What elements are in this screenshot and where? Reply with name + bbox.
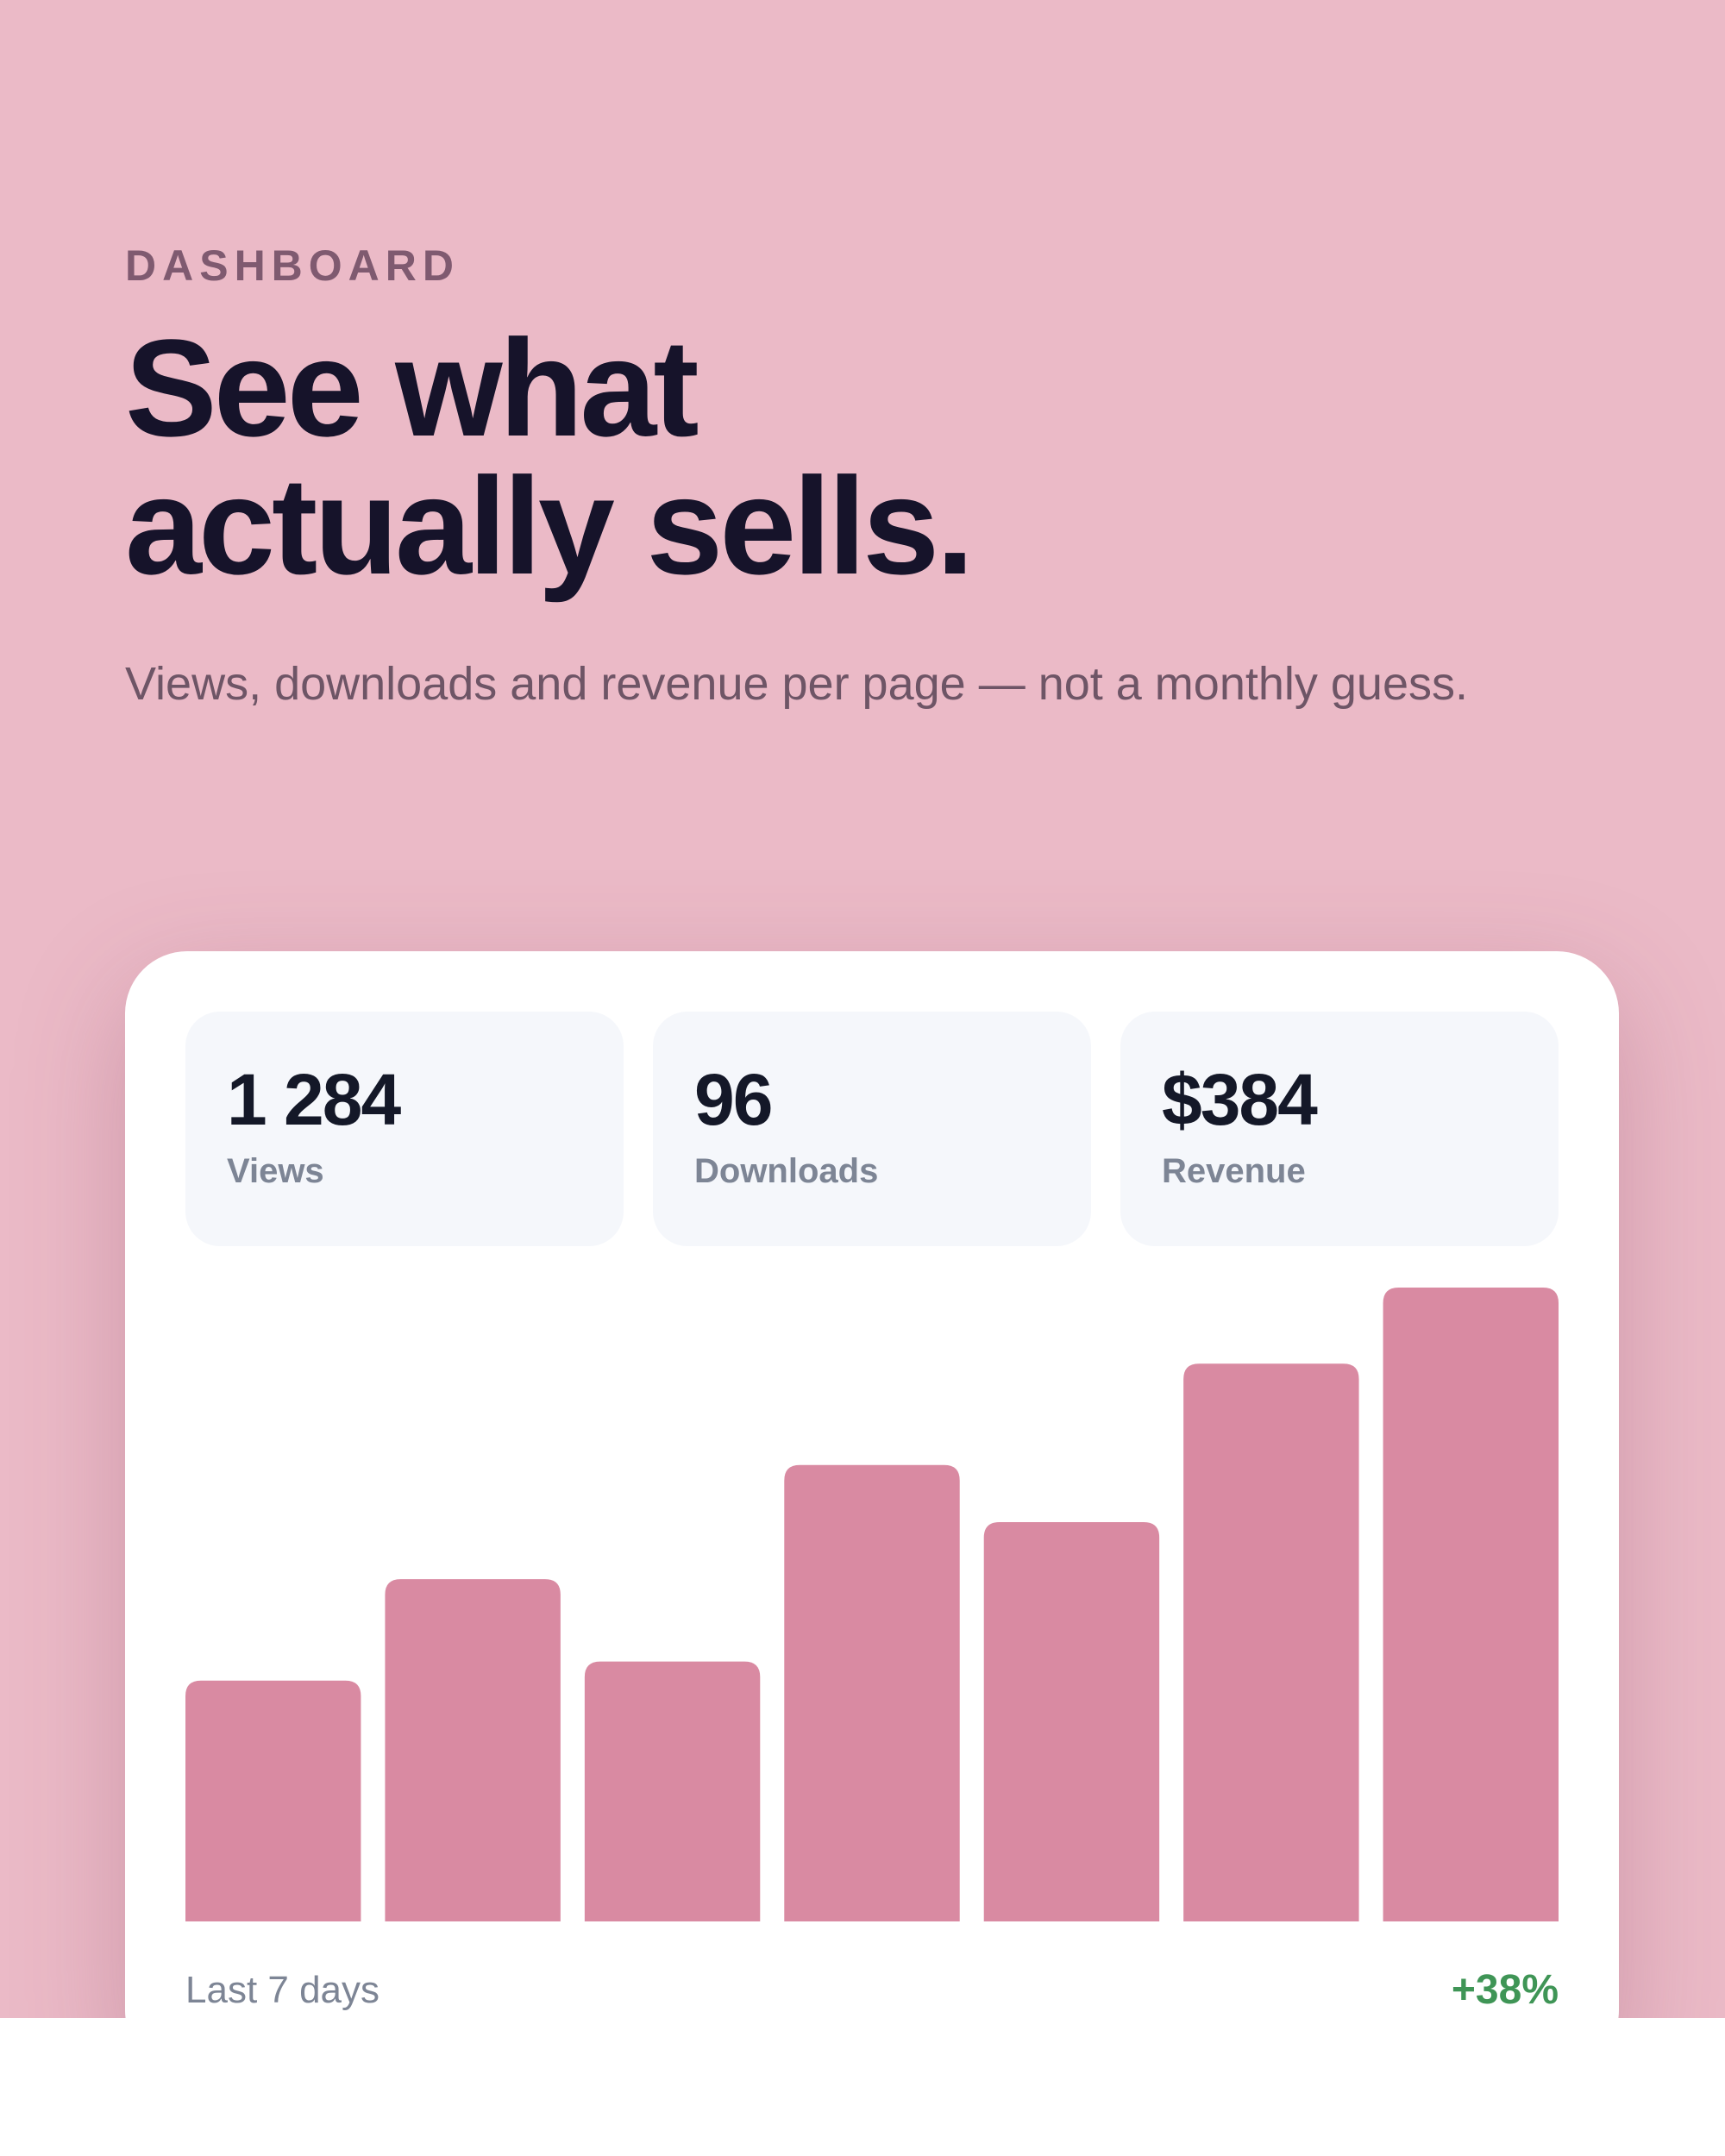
bar-chart — [185, 1288, 1559, 1921]
chart-bar-7 — [1383, 1288, 1559, 1921]
chart-bar-6 — [1183, 1363, 1359, 1921]
bar-chart-svg — [185, 1288, 1559, 1921]
chart-bar-3 — [584, 1661, 761, 1921]
dashboard-card: 1 284 Views 96 Downloads $384 Revenue La… — [125, 951, 1619, 2018]
range-label: Last 7 days — [185, 1969, 380, 2011]
stat-card-views: 1 284 Views — [185, 1012, 624, 1246]
eyebrow-label: DASHBOARD — [125, 241, 460, 290]
subtitle: Views, downloads and revenue per page — … — [125, 658, 1468, 710]
stat-card-downloads: 96 Downloads — [653, 1012, 1091, 1246]
stat-label: Downloads — [694, 1152, 879, 1190]
hero-section: DASHBOARD See what actually sells. Views… — [0, 0, 1725, 2018]
headline-line-1: See what — [125, 310, 699, 465]
chart-bar-5 — [983, 1521, 1160, 1921]
stat-value: 96 — [694, 1059, 773, 1140]
chart-bar-2 — [385, 1579, 561, 1921]
stat-value: $384 — [1162, 1059, 1318, 1140]
stat-value: 1 284 — [227, 1059, 401, 1140]
stat-card-revenue: $384 Revenue — [1120, 1012, 1559, 1246]
chart-bar-1 — [185, 1680, 361, 1921]
chart-bar-4 — [784, 1464, 960, 1921]
headline-line-2: actually sells. — [125, 448, 975, 603]
change-badge: +38% — [1451, 1967, 1559, 2013]
stat-label: Views — [227, 1152, 324, 1190]
headline: See what actually sells. — [125, 310, 975, 603]
stat-label: Revenue — [1162, 1152, 1306, 1190]
stats-row: 1 284 Views 96 Downloads $384 Revenue — [185, 1012, 1559, 1246]
